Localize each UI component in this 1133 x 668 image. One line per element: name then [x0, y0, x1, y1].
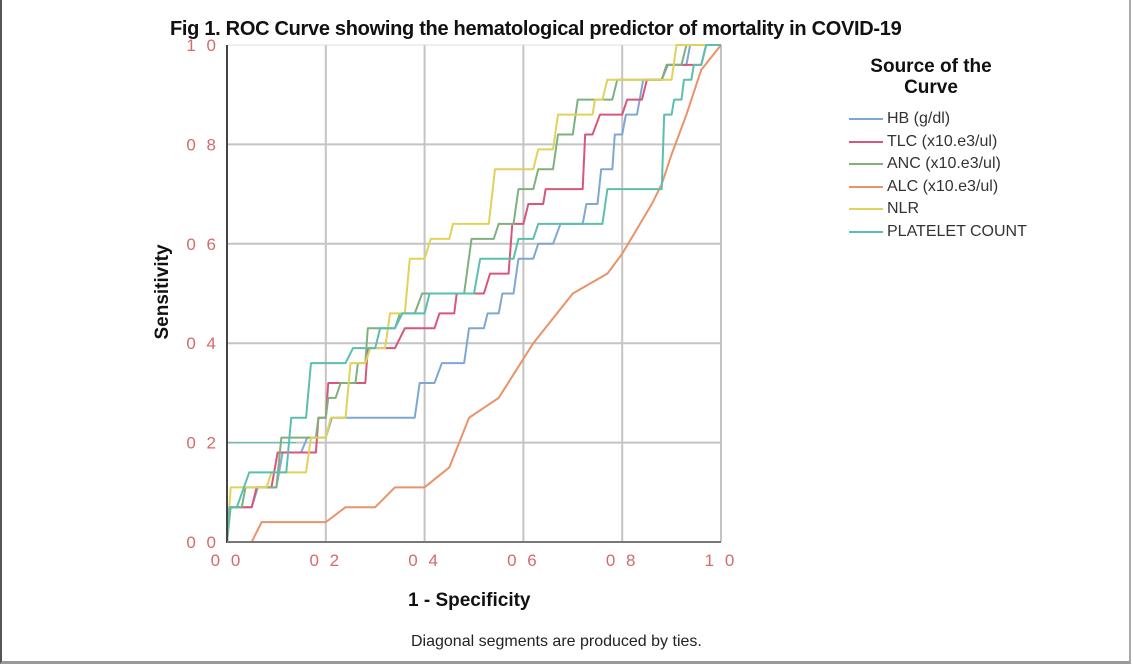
- legend-item: TLC (x10.e3/ul): [849, 131, 1027, 154]
- legend-swatch: [849, 140, 883, 143]
- legend-label: PLATELET COUNT: [887, 222, 1027, 240]
- y-tick-label: 0 2: [186, 434, 219, 453]
- y-axis-label: Sensitivity: [152, 244, 173, 340]
- y-tick-label: 0 0: [186, 533, 219, 552]
- y-tick-label: 0 6: [186, 235, 219, 254]
- y-tick-label: 0 8: [186, 135, 219, 154]
- legend-swatch: [849, 230, 883, 233]
- legend-label: HB (g/dl): [887, 110, 951, 128]
- legend-item: ALC (x10.e3/ul): [849, 176, 1027, 199]
- legend-label: NLR: [887, 200, 920, 218]
- legend-swatch: [849, 118, 883, 121]
- footnote: Diagonal segments are produced by ties.: [411, 633, 702, 650]
- legend-item: ANC (x10.e3/ul): [849, 153, 1027, 176]
- legend-item: PLATELET COUNT: [849, 221, 1027, 244]
- legend-label: TLC (x10.e3/ul): [887, 132, 998, 150]
- x-tick-label: 0 8: [606, 551, 639, 570]
- y-tick-label: 0 4: [186, 334, 219, 353]
- x-tick-label: 0 4: [408, 551, 441, 570]
- x-tick-label: 1 0: [705, 551, 738, 570]
- legend-title: Source of the Curve: [870, 56, 992, 98]
- legend: HB (g/dl) TLC (x10.e3/ul) ANC (x10.e3/ul) A…: [849, 108, 1027, 243]
- legend-item: HB (g/dl): [849, 108, 1027, 131]
- roc-curve-alc-x10-e3-ul: [227, 44, 722, 543]
- legend-swatch: [849, 208, 883, 211]
- x-axis-label: 1 - Specificity: [408, 590, 531, 611]
- x-tick-label: 0 0: [211, 551, 244, 570]
- x-tick-label: 0 2: [309, 551, 342, 570]
- y-tick-label: 1 0: [186, 36, 219, 55]
- legend-swatch: [849, 185, 883, 188]
- legend-label: ANC (x10.e3/ul): [887, 155, 1001, 173]
- legend-item: NLR: [849, 198, 1027, 221]
- chart-title: Fig 1. ROC Curve showing the hematologic…: [170, 18, 902, 40]
- roc-curve-platelet-count: [226, 44, 721, 543]
- x-tick-label: 0 6: [507, 551, 540, 570]
- legend-swatch: [849, 163, 883, 166]
- roc-curve-nlr: [226, 44, 721, 543]
- legend-label: ALC (x10.e3/ul): [887, 177, 999, 195]
